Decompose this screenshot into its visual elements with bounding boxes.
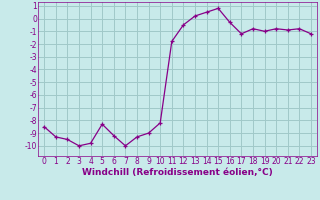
X-axis label: Windchill (Refroidissement éolien,°C): Windchill (Refroidissement éolien,°C) (82, 168, 273, 177)
